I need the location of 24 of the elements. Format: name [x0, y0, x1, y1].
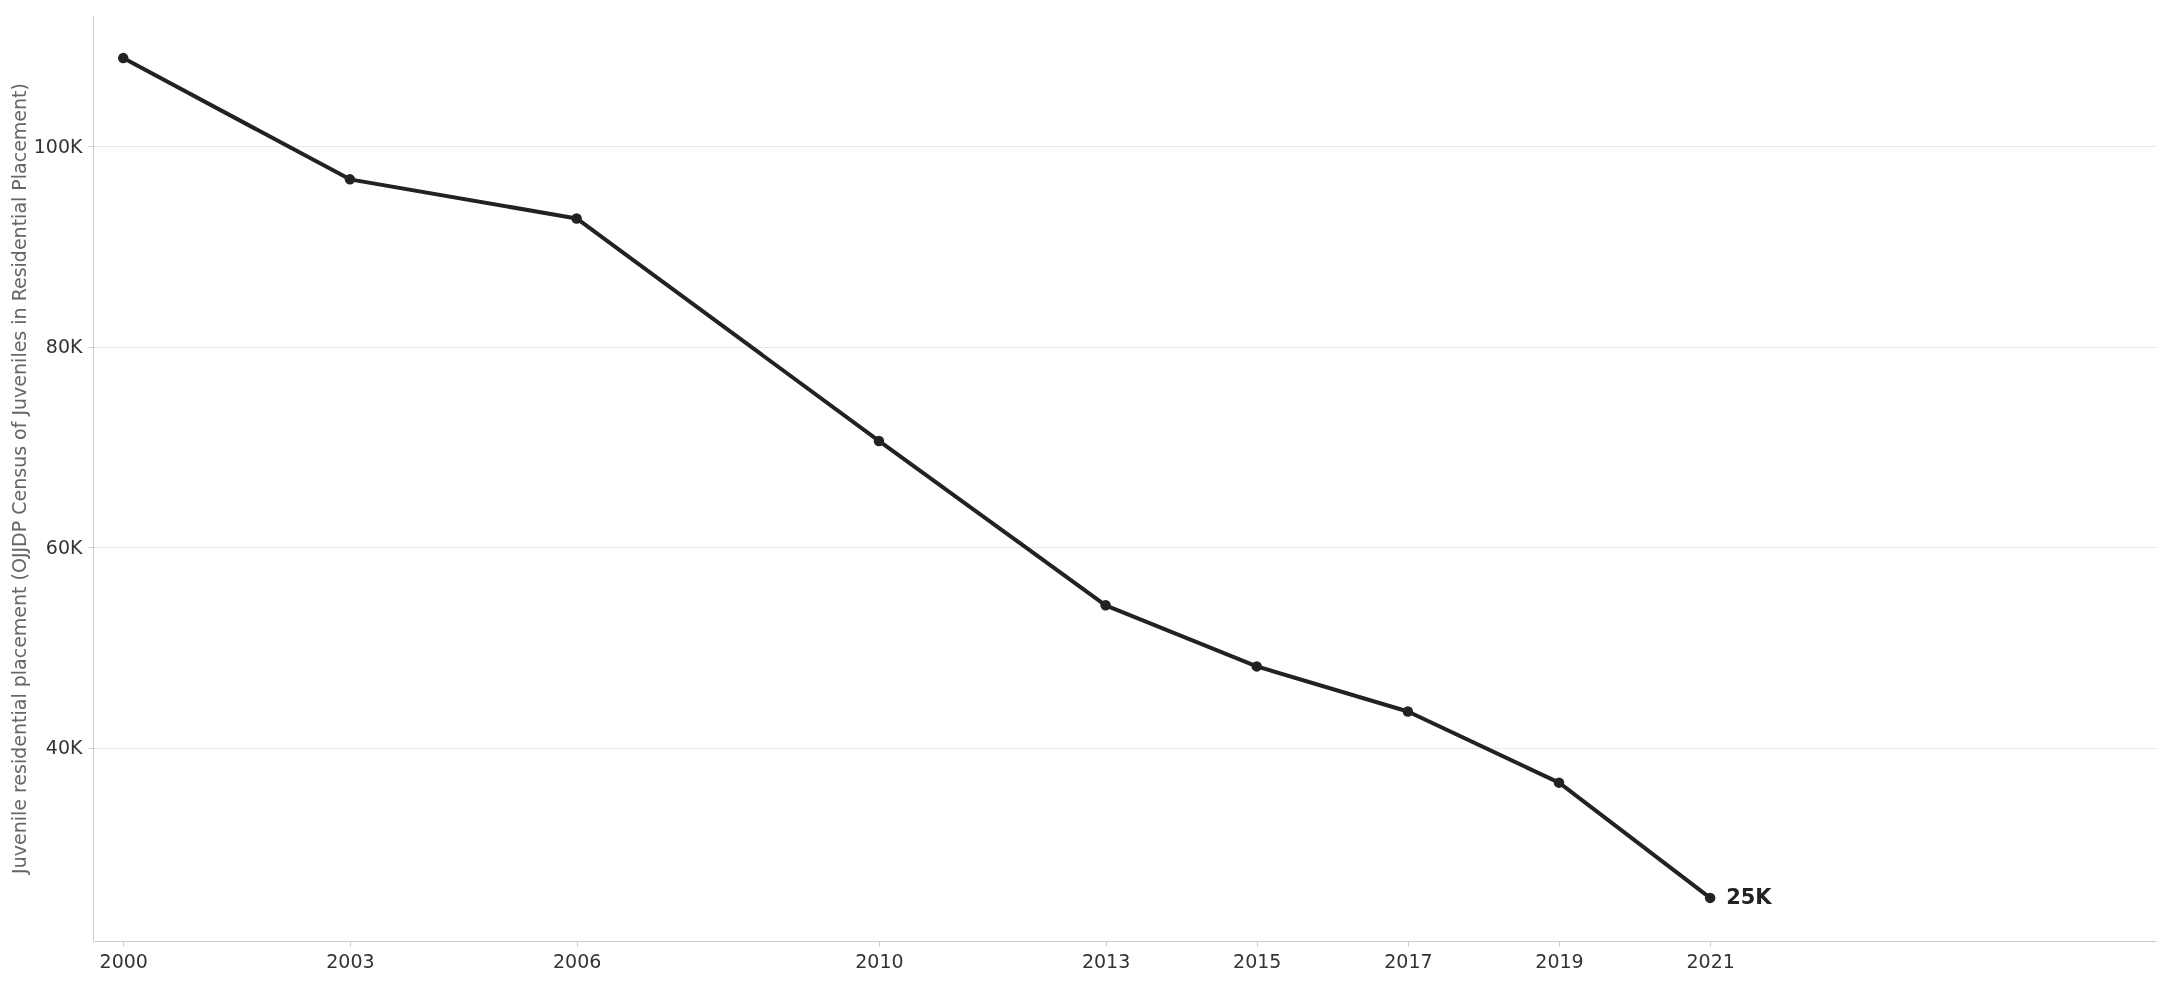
x-tick-label: 2003	[326, 949, 375, 972]
x-tick-label: 2015	[1233, 949, 1282, 972]
point	[1251, 661, 1262, 672]
y-tick-label: 40K	[45, 736, 84, 759]
x-tick-label: 2013	[1081, 949, 1131, 972]
y-axis-title: Juvenile residential placement (OJJDP Census of Juveniles in Residential Placement)	[7, 83, 30, 875]
x-tick-label: 2006	[552, 949, 602, 972]
x-tick-label: 2017	[1384, 949, 1433, 972]
x-tick-label: 2019	[1535, 949, 1584, 972]
x-tick-label: 2000	[99, 949, 148, 972]
point	[1402, 706, 1414, 717]
x-tick-label: 2021	[1686, 949, 1735, 972]
point	[571, 213, 582, 224]
point	[1100, 600, 1111, 611]
x-tick-label: 2010	[855, 949, 904, 972]
point	[344, 174, 356, 185]
point	[117, 52, 129, 64]
point	[1553, 777, 1565, 788]
point	[873, 435, 885, 447]
annotation: 25K	[1726, 884, 1773, 909]
y-tick-label: 80K	[45, 335, 84, 358]
point	[1704, 892, 1716, 904]
y-tick-label: 100K	[33, 134, 84, 157]
y-tick-label: 60K	[45, 535, 84, 558]
